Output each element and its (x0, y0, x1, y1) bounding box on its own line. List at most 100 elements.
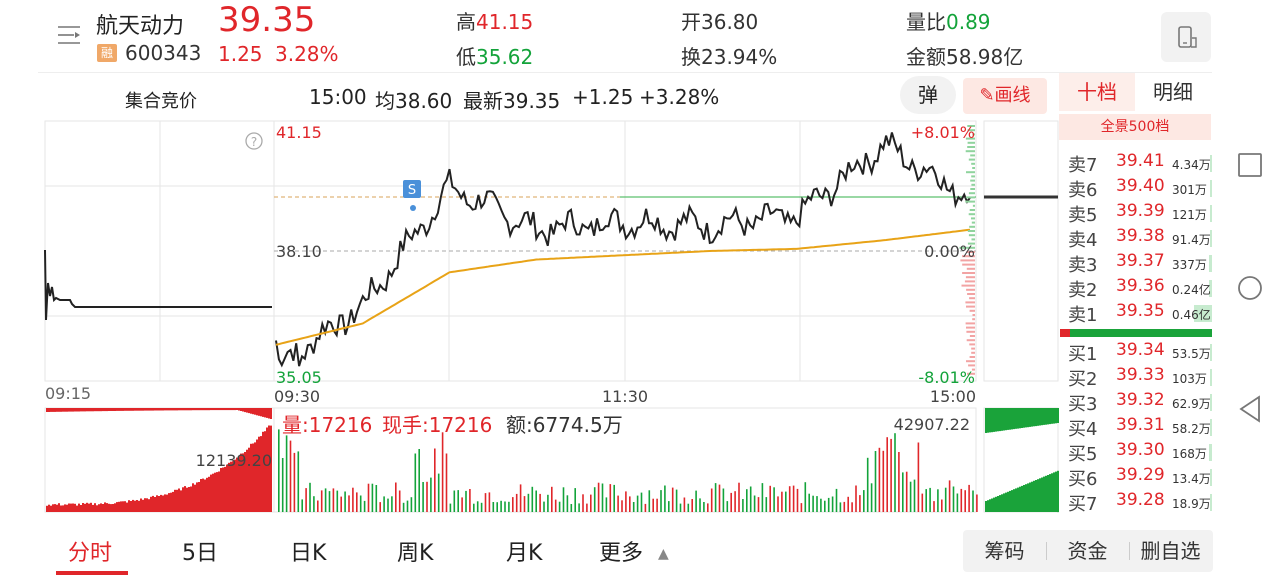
volume-bar (340, 496, 342, 512)
remove-watchlist-button[interactable]: 删自选 (1140, 539, 1201, 563)
volume-bar (297, 451, 300, 512)
auction-volume-bar (64, 504, 66, 512)
auction-unmatched-bar (144, 408, 146, 411)
tab-more[interactable]: 更多 ▲ (599, 535, 669, 567)
svg-text:S: S (408, 183, 416, 198)
volume-bar (375, 485, 378, 512)
full-depth-button[interactable]: 全景500档 (1059, 114, 1211, 140)
ask-row[interactable]: 卖3 39.37 337万 (1062, 251, 1212, 276)
depth-bar (966, 339, 975, 342)
popup-toggle-button[interactable]: 弹 (900, 76, 956, 114)
volume-bar (496, 502, 498, 512)
level-label: 卖4 (1068, 230, 1098, 251)
intraday-chart[interactable]: 41.15 38.10 35.05 +8.01% 0.00% -8.01% 09… (0, 0, 1060, 520)
volume-bar (519, 484, 522, 512)
bid-row[interactable]: 买5 39.30 168万 (1062, 440, 1212, 465)
auction-unmatched-bar (226, 408, 228, 411)
volume-bar (391, 496, 393, 512)
capital-flow-button[interactable]: 资金 (1067, 539, 1108, 563)
draw-line-button[interactable]: ✎画线 (963, 78, 1047, 114)
volume-bar (664, 485, 666, 512)
volume-bar (301, 499, 303, 512)
level-price: 39.38 (1116, 226, 1165, 246)
post-volume-bar (1025, 484, 1027, 512)
tab-5day[interactable]: 5日 (182, 541, 218, 566)
volume-bar (870, 483, 873, 512)
depth-bar (971, 238, 975, 241)
auction-unmatched-bar (72, 408, 74, 412)
bid-row[interactable]: 买6 39.29 13.4万 (1062, 465, 1212, 490)
tab-details[interactable]: 明细 (1153, 80, 1193, 104)
signal-s-marker[interactable]: S (403, 180, 421, 211)
auction-volume-bar (110, 504, 112, 512)
tab-monthly-k[interactable]: 月K (506, 541, 543, 566)
phone-rotate-icon (1178, 26, 1197, 48)
tab-daily-k[interactable]: 日K (290, 541, 327, 566)
ask-row[interactable]: 卖6 39.40 301万 (1062, 176, 1212, 201)
bid-row[interactable]: 买3 39.32 62.9万 (1062, 390, 1212, 415)
stock-code: 600343 (125, 41, 202, 65)
volume-bar (531, 486, 534, 512)
price-change: 1.25 (218, 42, 263, 66)
tab-weekly-k[interactable]: 周K (397, 541, 434, 566)
home-icon[interactable] (1237, 275, 1263, 305)
menu-icon[interactable] (56, 22, 82, 48)
bid-row[interactable]: 买2 39.33 103万 (1062, 365, 1212, 390)
post-volume-bar (1017, 408, 1019, 429)
depth-bar (970, 179, 975, 182)
recent-apps-icon[interactable] (1237, 152, 1263, 182)
auction-unmatched-bar (256, 408, 258, 416)
auction-volume-bar (102, 504, 104, 512)
auction-unmatched-bar (174, 408, 176, 411)
auction-unmatched-bar (100, 408, 102, 412)
volume-bar (453, 490, 456, 512)
rotate-screen-button[interactable] (1161, 12, 1211, 62)
volume-bar (668, 501, 670, 512)
volume-bar (359, 495, 362, 512)
chip-distribution-button[interactable]: 筹码 (984, 539, 1025, 563)
depth-volume-bar (1209, 280, 1212, 297)
level-label: 卖3 (1068, 255, 1098, 276)
volume-bar (777, 496, 779, 512)
auction-unmatched-bar (264, 408, 266, 418)
auction-unmatched-bar (102, 408, 104, 412)
auction-unmatched-bar (194, 408, 196, 411)
auction-volume-bar (150, 496, 152, 512)
auction-volume-bar (130, 501, 132, 512)
tab-ten-levels[interactable]: 十档 (1059, 73, 1135, 111)
auction-volume-bar (260, 436, 262, 512)
auction-unmatched-bar (250, 408, 252, 414)
back-icon[interactable] (1237, 395, 1263, 427)
depth-bar (966, 251, 975, 253)
ask-row[interactable]: 卖1 39.35 0.46亿 (1062, 301, 1212, 326)
ask-row[interactable]: 卖2 39.36 0.24亿 (1062, 276, 1212, 301)
ask-row[interactable]: 卖4 39.38 91.4万 (1062, 226, 1212, 251)
auction-volume-bar (244, 452, 246, 512)
auction-unmatched-bar (148, 408, 150, 411)
volume-bar (457, 490, 459, 512)
auction-unmatched-bar (212, 408, 214, 411)
bid-row[interactable]: 买4 39.31 58.2万 (1062, 415, 1212, 440)
ask-row[interactable]: 卖7 39.41 4.34万 (1062, 151, 1212, 176)
bid-row[interactable]: 买7 39.28 18.9万 (1062, 490, 1212, 515)
volume-bar (898, 452, 900, 512)
bid-row[interactable]: 买1 39.34 53.5万 (1062, 340, 1212, 365)
help-icon[interactable]: ? (245, 132, 263, 150)
auction-unmatched-bar (222, 408, 224, 411)
level-label: 卖6 (1068, 180, 1098, 201)
ask-row[interactable]: 卖5 39.39 121万 (1062, 201, 1212, 226)
level-label: 买7 (1068, 494, 1098, 515)
level-price: 39.29 (1116, 465, 1165, 485)
auction-unmatched-bar (82, 408, 84, 412)
volume-bar (820, 498, 822, 512)
level-label: 卖1 (1068, 305, 1098, 326)
post-volume-bar (1045, 408, 1047, 425)
auction-volume-bar (188, 487, 190, 512)
post-volume-bar (1041, 408, 1043, 426)
level-price: 39.40 (1116, 176, 1165, 196)
depth-bar (962, 272, 975, 274)
volume-bar (395, 482, 397, 512)
tab-intraday[interactable]: 分时 (68, 541, 113, 566)
volume-bar (574, 488, 576, 512)
level-volume: 121万 (1172, 208, 1207, 222)
